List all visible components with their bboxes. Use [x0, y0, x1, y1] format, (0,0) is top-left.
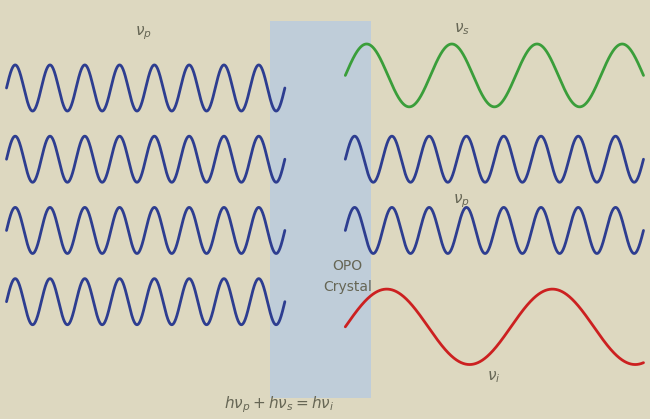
Text: $\nu_p$: $\nu_p$: [453, 192, 470, 210]
Text: $\nu_s$: $\nu_s$: [454, 21, 469, 37]
Text: $h\nu_p + h\nu_s = h\nu_i$: $h\nu_p + h\nu_s = h\nu_i$: [224, 394, 335, 415]
Text: $\nu_p$: $\nu_p$: [135, 25, 151, 42]
Text: $\nu_i$: $\nu_i$: [488, 369, 500, 385]
Text: OPO
Crystal: OPO Crystal: [323, 259, 372, 294]
Bar: [270, 21, 370, 398]
